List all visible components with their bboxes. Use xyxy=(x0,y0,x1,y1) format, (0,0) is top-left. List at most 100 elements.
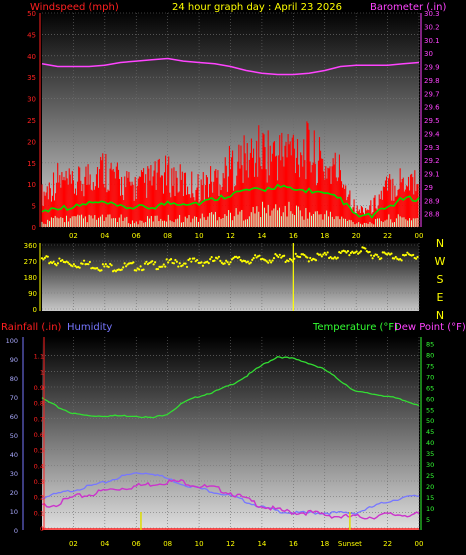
direction-point xyxy=(254,254,257,257)
direction-point xyxy=(370,254,373,257)
temp-y-tick: 60 xyxy=(426,395,434,403)
direction-point xyxy=(201,264,205,267)
rain-y-tick: 0.2 xyxy=(34,494,44,502)
direction-point xyxy=(290,258,293,262)
direction-point xyxy=(268,259,271,262)
humidity-y-tick: 50 xyxy=(10,432,18,440)
direction-point xyxy=(319,253,322,256)
time-label: 02 xyxy=(69,232,78,240)
wind-y-tick: 30 xyxy=(27,96,36,104)
bottom-time-label: 02 xyxy=(69,540,78,548)
dewpoint-title: Dew Point (°F) xyxy=(394,322,466,333)
direction-point xyxy=(177,265,180,268)
dir-y-tick: 180 xyxy=(24,274,37,282)
direction-point xyxy=(216,257,219,260)
direction-point xyxy=(399,258,402,261)
time-label: 06 xyxy=(132,232,141,240)
direction-point xyxy=(284,260,287,264)
direction-point xyxy=(272,257,276,260)
direction-point xyxy=(243,259,247,263)
humidity-y-tick: 20 xyxy=(10,489,18,497)
direction-point xyxy=(299,255,302,259)
direction-point xyxy=(225,259,228,262)
baro-y-tick: 30.3 xyxy=(424,10,440,18)
bottom-time-label: 14 xyxy=(257,540,266,548)
wind-y-tick: 45 xyxy=(27,31,36,39)
direction-point xyxy=(278,253,281,256)
direction-point xyxy=(310,259,313,262)
wind-y-tick: 35 xyxy=(27,74,36,82)
temp-y-tick: 20 xyxy=(426,483,434,491)
direction-point xyxy=(219,259,222,263)
direction-point xyxy=(252,257,255,260)
direction-point xyxy=(238,256,241,259)
direction-point xyxy=(274,253,277,256)
humidity-y-tick: 70 xyxy=(10,394,18,402)
bottom-time-label: 10 xyxy=(195,540,204,548)
direction-point xyxy=(275,254,278,257)
temp-y-tick: 25 xyxy=(426,472,434,480)
direction-point xyxy=(375,253,379,256)
rain-y-tick: 0 xyxy=(40,525,44,533)
direction-point xyxy=(209,258,212,261)
direction-point xyxy=(169,258,173,261)
wind-y-tick: 50 xyxy=(27,10,36,18)
direction-point xyxy=(246,260,249,263)
baro-y-tick: 29.5 xyxy=(424,117,440,125)
direction-point xyxy=(329,255,332,259)
direction-point xyxy=(294,252,297,255)
time-label: 22 xyxy=(383,232,392,240)
direction-point xyxy=(229,261,232,264)
wind-y-tick: 5 xyxy=(32,203,36,211)
time-label: 16 xyxy=(289,232,298,240)
direction-point xyxy=(53,262,57,266)
direction-point xyxy=(51,261,54,265)
time-label: 04 xyxy=(100,232,109,240)
direction-point xyxy=(71,265,74,268)
direction-point xyxy=(393,257,396,260)
humidity-y-tick: 80 xyxy=(10,375,18,383)
bottom-time-label: 00 xyxy=(415,540,424,548)
baro-y-tick: 29 xyxy=(424,184,433,192)
direction-point xyxy=(184,262,187,265)
direction-point xyxy=(227,263,231,266)
time-label: 10 xyxy=(195,232,204,240)
direction-point xyxy=(383,251,386,254)
barometer-line xyxy=(41,57,420,76)
direction-point xyxy=(46,255,49,258)
time-label: 12 xyxy=(226,232,235,240)
humidity-y-tick: 90 xyxy=(10,356,18,364)
direction-point xyxy=(103,265,106,268)
dir-y-tick: 90 xyxy=(28,290,37,298)
wind-y-tick: 25 xyxy=(27,117,36,125)
direction-point xyxy=(332,257,335,260)
bottom-time-label: 06 xyxy=(132,540,141,548)
direction-point xyxy=(349,251,352,255)
direction-point xyxy=(404,253,408,257)
direction-point xyxy=(307,260,310,263)
direction-point xyxy=(151,260,154,263)
temp-y-tick: 85 xyxy=(426,340,434,348)
rain-y-tick: 0.5 xyxy=(34,447,44,455)
bottom-time-label: 12 xyxy=(226,540,235,548)
direction-point xyxy=(78,266,81,269)
direction-point xyxy=(109,262,112,266)
direction-point xyxy=(154,261,157,264)
direction-point xyxy=(138,268,141,271)
baro-y-tick: 29.4 xyxy=(424,130,440,138)
direction-point xyxy=(181,264,184,267)
direction-point xyxy=(178,262,181,265)
humidity-y-tick: 40 xyxy=(10,451,18,459)
direction-point xyxy=(190,260,193,263)
direction-point xyxy=(110,264,113,267)
direction-point xyxy=(267,261,270,264)
temp-y-tick: 70 xyxy=(426,373,434,381)
time-label: 18 xyxy=(320,232,329,240)
compass-letter: N xyxy=(436,309,444,322)
direction-point xyxy=(145,260,148,263)
direction-point xyxy=(339,251,342,255)
rain-y-tick: 0.3 xyxy=(34,478,44,486)
temperature-title: Temperature (°F) xyxy=(312,322,398,333)
direction-point xyxy=(270,261,273,264)
compass-letter: N xyxy=(436,237,444,250)
